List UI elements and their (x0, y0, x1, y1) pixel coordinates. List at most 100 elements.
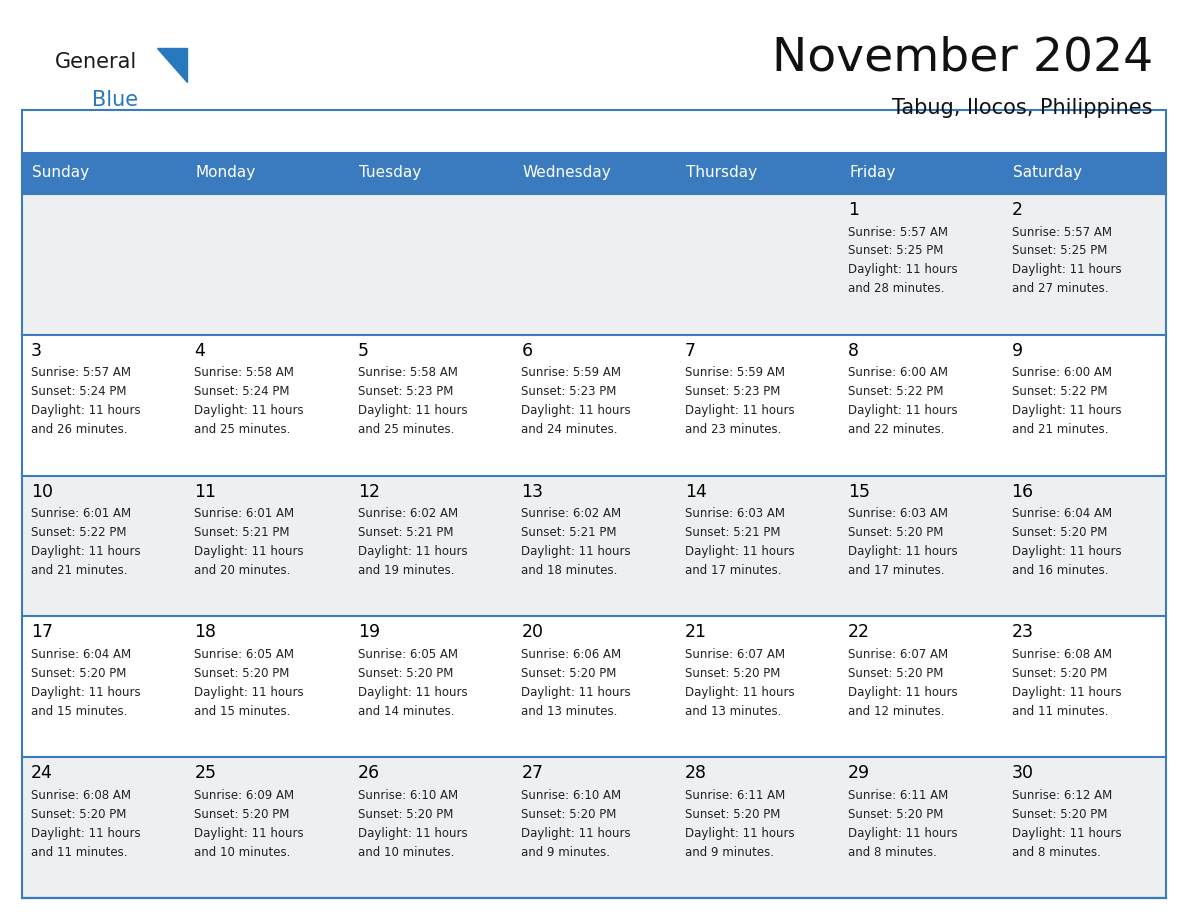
Bar (512, 335, 676, 476)
Text: 5: 5 (358, 341, 368, 360)
Text: Sunrise: 6:04 AM: Sunrise: 6:04 AM (31, 648, 131, 661)
Bar (349, 194, 512, 335)
Text: Sunrise: 6:00 AM: Sunrise: 6:00 AM (1011, 366, 1112, 379)
Text: Sunset: 5:21 PM: Sunset: 5:21 PM (358, 526, 454, 539)
Text: and 28 minutes.: and 28 minutes. (848, 283, 944, 296)
Text: Daylight: 11 hours: Daylight: 11 hours (358, 404, 468, 418)
Text: and 16 minutes.: and 16 minutes. (1011, 564, 1108, 577)
Text: Sunset: 5:20 PM: Sunset: 5:20 PM (848, 808, 943, 821)
Text: Daylight: 11 hours: Daylight: 11 hours (31, 827, 140, 840)
Text: Daylight: 11 hours: Daylight: 11 hours (848, 263, 958, 276)
Bar (512, 757, 676, 898)
Text: Sunrise: 6:08 AM: Sunrise: 6:08 AM (31, 789, 131, 801)
Text: and 11 minutes.: and 11 minutes. (31, 845, 127, 858)
Text: and 26 minutes.: and 26 minutes. (31, 423, 127, 436)
Bar (1003, 616, 1165, 757)
Text: Sunrise: 6:00 AM: Sunrise: 6:00 AM (848, 366, 948, 379)
Text: Daylight: 11 hours: Daylight: 11 hours (1011, 545, 1121, 558)
Text: Daylight: 11 hours: Daylight: 11 hours (1011, 686, 1121, 699)
Text: Wednesday: Wednesday (523, 165, 611, 181)
Text: 14: 14 (684, 483, 707, 500)
Text: Sunset: 5:22 PM: Sunset: 5:22 PM (848, 386, 943, 398)
Bar (676, 335, 839, 476)
Bar (512, 152, 676, 194)
Text: 9: 9 (1011, 341, 1023, 360)
Text: Daylight: 11 hours: Daylight: 11 hours (195, 404, 304, 418)
Text: Sunset: 5:20 PM: Sunset: 5:20 PM (522, 666, 617, 680)
Text: Sunset: 5:24 PM: Sunset: 5:24 PM (195, 386, 290, 398)
Text: and 8 minutes.: and 8 minutes. (1011, 845, 1100, 858)
Text: and 9 minutes.: and 9 minutes. (684, 845, 773, 858)
Text: 4: 4 (195, 341, 206, 360)
Text: Daylight: 11 hours: Daylight: 11 hours (522, 686, 631, 699)
Text: 27: 27 (522, 764, 543, 782)
Bar (512, 476, 676, 616)
Text: 13: 13 (522, 483, 543, 500)
Bar (349, 757, 512, 898)
Bar (23, 194, 185, 335)
Bar (23, 476, 185, 616)
Text: Thursday: Thursday (685, 165, 757, 181)
Text: and 13 minutes.: and 13 minutes. (684, 705, 781, 718)
Text: Sunrise: 5:57 AM: Sunrise: 5:57 AM (848, 226, 948, 239)
Text: Daylight: 11 hours: Daylight: 11 hours (31, 545, 140, 558)
Bar (23, 110, 1165, 898)
Text: Sunset: 5:25 PM: Sunset: 5:25 PM (848, 244, 943, 258)
Text: and 24 minutes.: and 24 minutes. (522, 423, 618, 436)
Text: Daylight: 11 hours: Daylight: 11 hours (31, 404, 140, 418)
Bar (349, 616, 512, 757)
Text: Sunrise: 6:02 AM: Sunrise: 6:02 AM (358, 507, 459, 521)
Bar (349, 476, 512, 616)
Bar (185, 152, 349, 194)
Bar (23, 757, 185, 898)
Text: Sunset: 5:20 PM: Sunset: 5:20 PM (31, 808, 126, 821)
Text: Daylight: 11 hours: Daylight: 11 hours (522, 827, 631, 840)
Text: Sunrise: 6:06 AM: Sunrise: 6:06 AM (522, 648, 621, 661)
Text: 3: 3 (31, 341, 42, 360)
Text: Sunset: 5:20 PM: Sunset: 5:20 PM (522, 808, 617, 821)
Text: Sunset: 5:20 PM: Sunset: 5:20 PM (1011, 526, 1107, 539)
Text: and 21 minutes.: and 21 minutes. (31, 564, 127, 577)
Bar (676, 476, 839, 616)
Text: Sunrise: 5:57 AM: Sunrise: 5:57 AM (1011, 226, 1112, 239)
Text: 17: 17 (31, 623, 53, 642)
Text: and 23 minutes.: and 23 minutes. (684, 423, 781, 436)
Text: 21: 21 (684, 623, 707, 642)
Bar (512, 616, 676, 757)
Text: 12: 12 (358, 483, 380, 500)
Bar (349, 152, 512, 194)
Text: Sunset: 5:21 PM: Sunset: 5:21 PM (684, 526, 781, 539)
Text: and 25 minutes.: and 25 minutes. (195, 423, 291, 436)
Text: Daylight: 11 hours: Daylight: 11 hours (358, 686, 468, 699)
Text: Sunrise: 5:57 AM: Sunrise: 5:57 AM (31, 366, 131, 379)
Text: Sunrise: 6:08 AM: Sunrise: 6:08 AM (1011, 648, 1112, 661)
Text: Sunset: 5:20 PM: Sunset: 5:20 PM (195, 808, 290, 821)
Text: Daylight: 11 hours: Daylight: 11 hours (848, 686, 958, 699)
Text: Sunrise: 5:59 AM: Sunrise: 5:59 AM (522, 366, 621, 379)
Text: and 17 minutes.: and 17 minutes. (848, 564, 944, 577)
Text: Daylight: 11 hours: Daylight: 11 hours (358, 827, 468, 840)
Text: Sunset: 5:20 PM: Sunset: 5:20 PM (1011, 808, 1107, 821)
Text: and 20 minutes.: and 20 minutes. (195, 564, 291, 577)
Text: Daylight: 11 hours: Daylight: 11 hours (684, 686, 795, 699)
Text: Daylight: 11 hours: Daylight: 11 hours (1011, 827, 1121, 840)
Text: Sunset: 5:24 PM: Sunset: 5:24 PM (31, 386, 126, 398)
Bar (1003, 757, 1165, 898)
Text: Sunrise: 6:12 AM: Sunrise: 6:12 AM (1011, 789, 1112, 801)
Text: Sunset: 5:20 PM: Sunset: 5:20 PM (195, 666, 290, 680)
Text: Sunrise: 5:58 AM: Sunrise: 5:58 AM (195, 366, 295, 379)
Text: and 15 minutes.: and 15 minutes. (195, 705, 291, 718)
Bar (839, 194, 1003, 335)
Text: 28: 28 (684, 764, 707, 782)
Text: 7: 7 (684, 341, 696, 360)
Bar (349, 335, 512, 476)
Text: Tuesday: Tuesday (359, 165, 421, 181)
Bar (839, 476, 1003, 616)
Text: Sunset: 5:20 PM: Sunset: 5:20 PM (848, 526, 943, 539)
Bar (185, 194, 349, 335)
Text: Sunset: 5:21 PM: Sunset: 5:21 PM (522, 526, 617, 539)
Text: Friday: Friday (849, 165, 896, 181)
Text: Sunrise: 6:01 AM: Sunrise: 6:01 AM (31, 507, 131, 521)
Text: Daylight: 11 hours: Daylight: 11 hours (1011, 404, 1121, 418)
Bar (23, 616, 185, 757)
